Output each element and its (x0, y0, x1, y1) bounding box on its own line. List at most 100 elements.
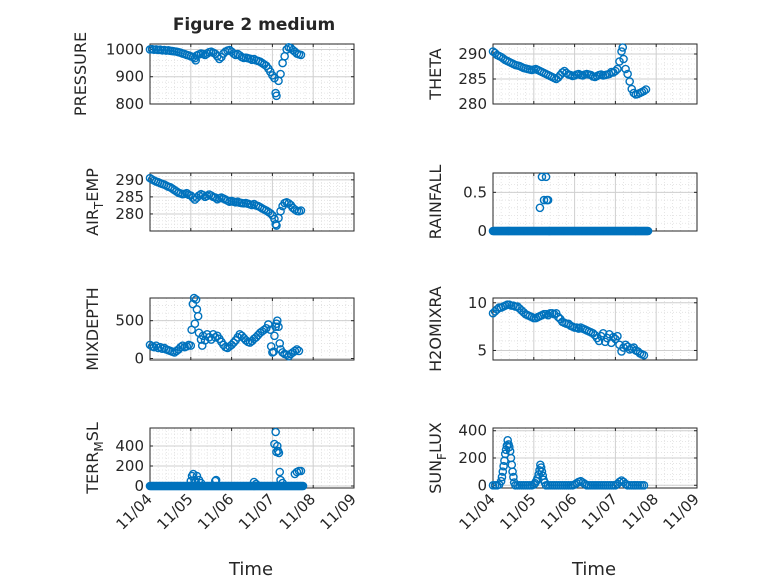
data-point (625, 77, 634, 86)
y-axis-label-main: SUN (426, 460, 445, 494)
x-tick-label: 11/08 (276, 490, 319, 533)
data-point (639, 86, 649, 96)
data-point (275, 467, 285, 477)
data-point (202, 49, 212, 58)
data-point (266, 342, 276, 351)
data-point (270, 331, 279, 341)
data-point (274, 448, 284, 458)
data-point (536, 463, 546, 472)
y-axis-label-rest: EMP (83, 168, 102, 202)
y-axis-label: RAINFALL (426, 165, 445, 240)
data-point (292, 345, 302, 354)
y-axis-label-main: TERR (83, 452, 102, 495)
y-axis-label: MIXDEPTH (83, 287, 102, 370)
y-tick-label: 900 (115, 68, 144, 86)
data-point (586, 70, 596, 80)
data-point (271, 427, 280, 437)
x-tick-label: 11/05 (496, 490, 539, 533)
y-tick-label: 280 (458, 95, 487, 113)
y-axis-label: H2OMIXRA (426, 286, 445, 372)
y-tick-label: 290 (458, 45, 487, 63)
data-point (290, 205, 300, 214)
data-point (229, 338, 238, 347)
data-point (629, 88, 639, 98)
y-tick-label: 400 (115, 437, 144, 455)
x-tick-label: 11/07 (578, 490, 621, 533)
y-axis-label: PRESSURE (71, 32, 90, 116)
axes-box (492, 43, 698, 105)
data-point (211, 475, 221, 485)
data-point (611, 66, 620, 76)
data-point (182, 342, 192, 351)
axes-box (149, 172, 355, 232)
x-axis-label-left: Time (228, 559, 273, 580)
data-point (553, 73, 563, 82)
data-point (543, 310, 553, 320)
data-point (196, 478, 206, 488)
y-axis-label: THETA (426, 48, 445, 100)
y-tick-label: 400 (458, 422, 487, 440)
x-tick-label: 11/08 (619, 490, 662, 533)
subplot-2: 280 285 290 THETA (426, 43, 698, 113)
data-point (296, 50, 306, 60)
data-point (272, 221, 281, 230)
data-point (189, 293, 199, 303)
data-point (535, 203, 545, 213)
y-tick-label: 285 (115, 188, 144, 206)
data-point (639, 480, 649, 490)
plot-area (493, 173, 697, 231)
y-tick-label: 0 (477, 476, 487, 494)
data-point (210, 193, 220, 202)
subplot-5: 0 500 MIXDEPTH (83, 287, 355, 371)
data-point (543, 195, 553, 205)
y-axis-label-rest: SL (83, 422, 102, 441)
x-tick-label: 11/04 (456, 490, 499, 533)
y-axis-label: SUNFLUX (426, 422, 449, 494)
x-tick-label: 11/05 (153, 490, 196, 533)
data-point (274, 322, 283, 332)
y-tick-label: 1000 (106, 40, 144, 58)
data-point (178, 341, 187, 350)
y-tick-label: 5 (477, 341, 487, 359)
data-point (251, 479, 261, 489)
x-tick-label: 11/06 (194, 490, 237, 533)
data-point (298, 481, 308, 491)
data-point (618, 43, 628, 52)
y-axis-label: AIRTEMP (83, 168, 106, 236)
data-point (296, 466, 306, 476)
y-axis-label-rest: LUX (426, 422, 445, 453)
y-axis-label-subscript: F (435, 453, 449, 460)
data-point (613, 64, 622, 74)
y-tick-label: 280 (115, 205, 144, 223)
data-point (176, 342, 185, 352)
data-point (509, 472, 518, 482)
data-point (202, 191, 212, 201)
axes-box (149, 297, 355, 361)
data-point (641, 85, 651, 94)
data-point (621, 479, 630, 489)
y-tick-label: 0.5 (463, 183, 487, 201)
subplot-6: 5 10 H2OMIXRA (426, 286, 698, 372)
data-point (198, 190, 208, 200)
data-point (210, 333, 220, 342)
data-point (186, 341, 196, 350)
data-point (282, 45, 291, 54)
y-tick-label: 0 (477, 222, 487, 240)
data-point (505, 442, 514, 452)
x-tick-label: 11/07 (235, 490, 278, 533)
y-tick-label: 500 (115, 312, 144, 330)
subplot-4: 0 0.5 RAINFALL (426, 165, 698, 240)
data-point (215, 54, 224, 64)
y-tick-label: 285 (458, 70, 487, 88)
y-tick-label: 290 (115, 171, 144, 189)
data-point (276, 69, 285, 79)
data-point (498, 467, 508, 476)
subplot-1: 800 900 1000 PRESSURE (71, 32, 355, 116)
x-tick-label: 11/09 (660, 490, 703, 533)
data-point (613, 331, 622, 341)
y-tick-label: 200 (115, 457, 144, 475)
data-point (259, 325, 269, 335)
